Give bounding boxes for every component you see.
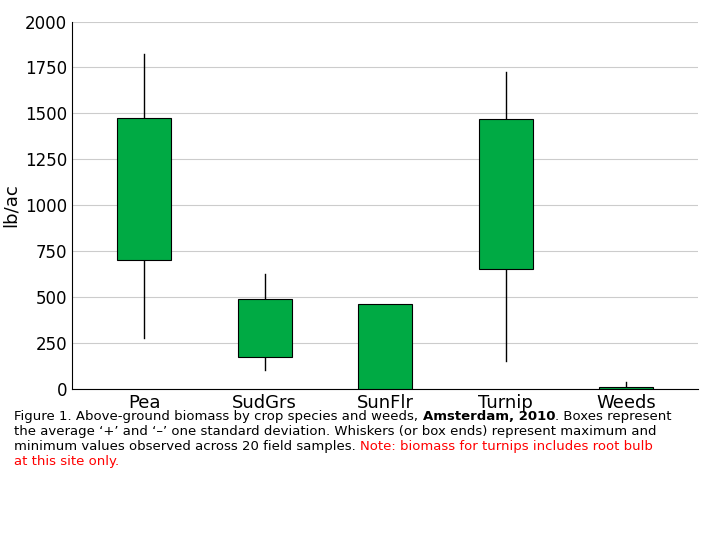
Bar [599, 387, 653, 389]
Text: Amsterdam, 2010: Amsterdam, 2010 [423, 410, 555, 423]
Text: minimum values observed across 20 field samples.: minimum values observed across 20 field … [14, 440, 361, 453]
Bar [238, 299, 292, 356]
Text: at this site only.: at this site only. [14, 455, 120, 468]
Text: Note: biomass for turnips includes root bulb: Note: biomass for turnips includes root … [361, 440, 653, 453]
Text: the average ‘+’ and ‘–’ one standard deviation. Whiskers (or box ends) represent: the average ‘+’ and ‘–’ one standard dev… [14, 425, 657, 438]
Bar [358, 305, 413, 389]
Y-axis label: lb/ac: lb/ac [1, 183, 19, 227]
Text: Figure 1. Above-ground biomass by crop species and weeds,: Figure 1. Above-ground biomass by crop s… [14, 410, 423, 423]
Bar [117, 118, 171, 260]
Text: . Boxes represent: . Boxes represent [555, 410, 672, 423]
Bar [479, 119, 533, 269]
